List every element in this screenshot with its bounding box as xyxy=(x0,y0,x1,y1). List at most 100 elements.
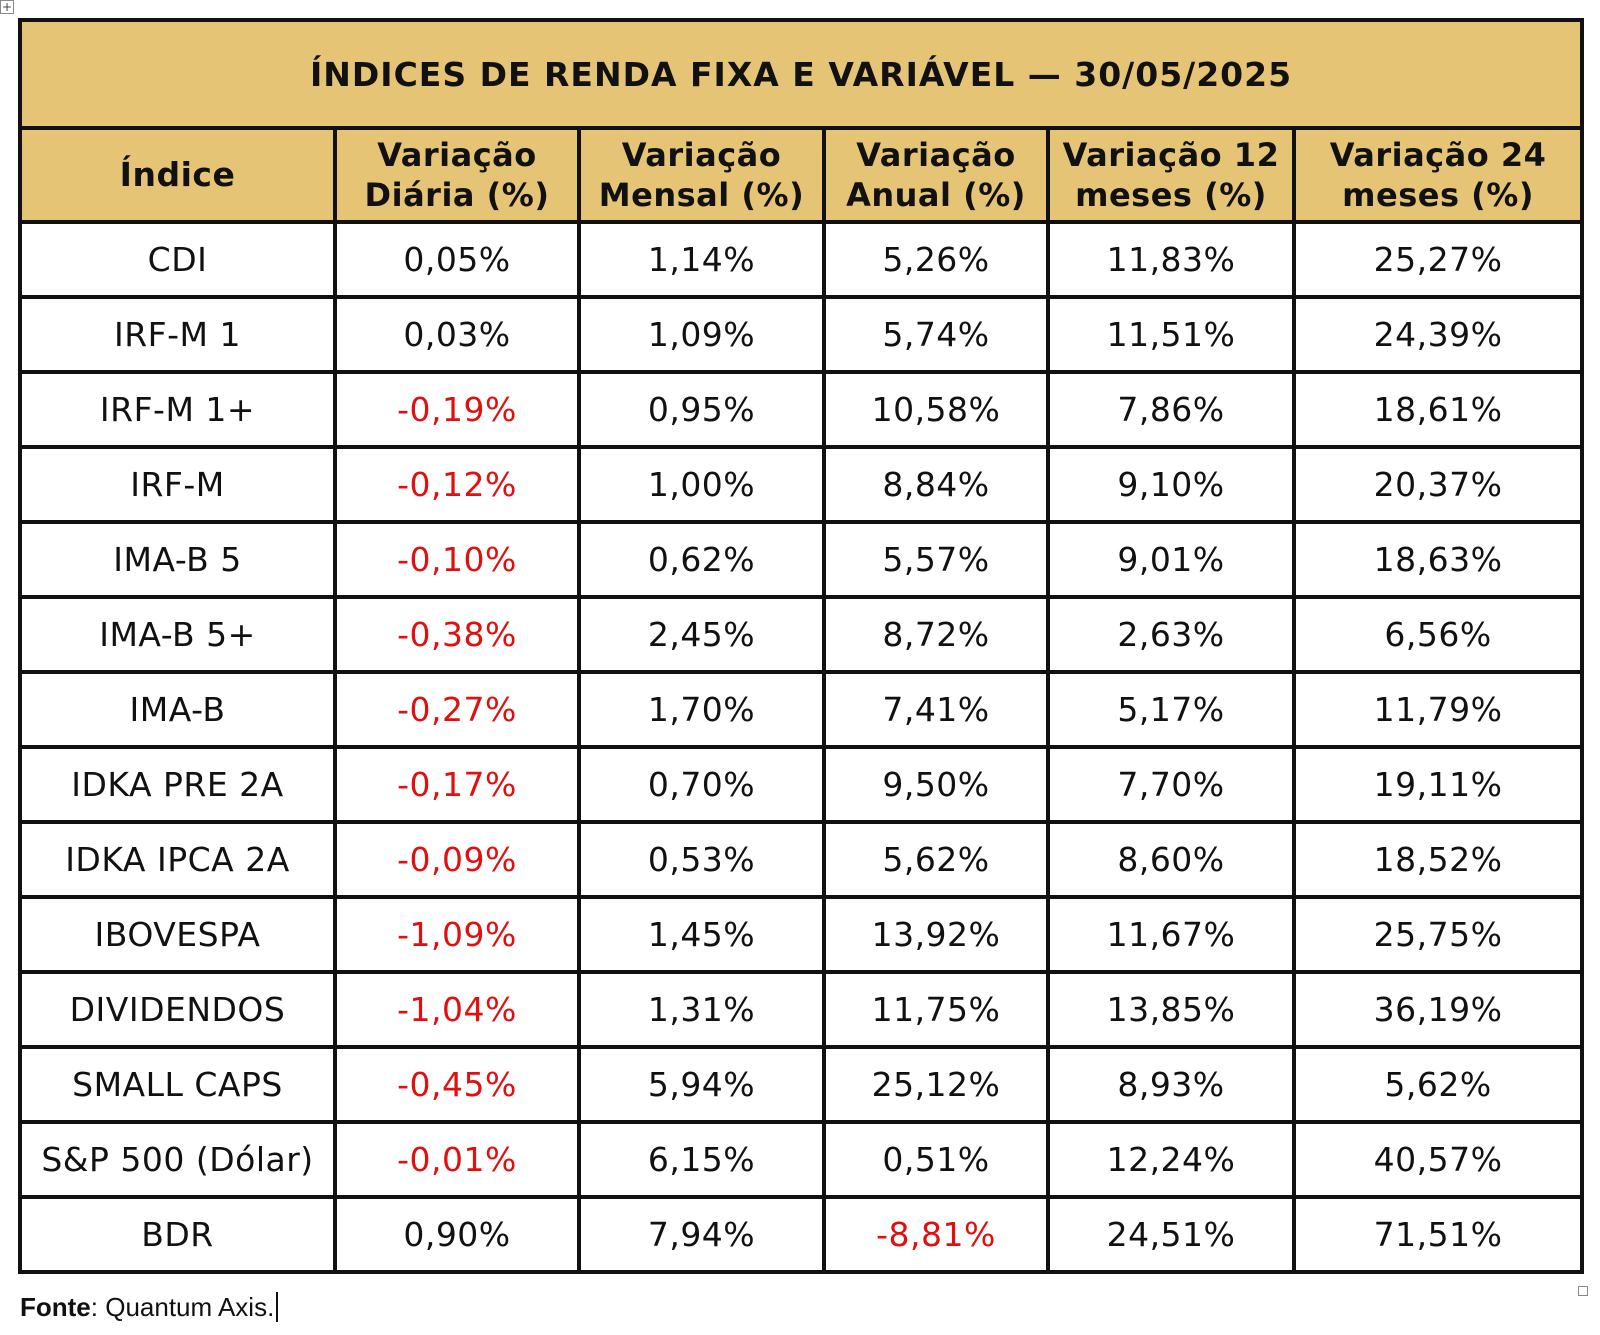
table-row: IMA-B -0,27% 1,70% 7,41% 5,17% 11,79% xyxy=(18,670,1585,749)
cell-variacao-24-meses: 6,56% xyxy=(1291,595,1585,674)
cell-indice: IBOVESPA xyxy=(18,895,337,974)
cell-variacao-12-meses: 8,60% xyxy=(1046,820,1296,899)
cell-variacao-mensal: 2,45% xyxy=(577,595,826,674)
cell-variacao-mensal: 1,14% xyxy=(577,220,826,299)
cell-indice: IDKA PRE 2A xyxy=(18,745,337,824)
cell-variacao-anual: 5,57% xyxy=(822,520,1050,599)
header-variacao-anual: Variação Anual (%) xyxy=(822,126,1050,224)
cell-variacao-12-meses: 5,17% xyxy=(1046,670,1296,749)
cell-variacao-diaria: -0,27% xyxy=(333,670,581,749)
cell-indice: BDR xyxy=(18,1195,337,1274)
cell-variacao-diaria: 0,05% xyxy=(333,220,581,299)
cell-variacao-12-meses: 7,70% xyxy=(1046,745,1296,824)
cell-variacao-diaria: -0,12% xyxy=(333,445,581,524)
cell-variacao-24-meses: 18,52% xyxy=(1291,820,1585,899)
cell-variacao-diaria: -0,10% xyxy=(333,520,581,599)
cell-indice: DIVIDENDOS xyxy=(18,970,337,1049)
table-row: DIVIDENDOS -1,04% 1,31% 11,75% 13,85% 36,19% xyxy=(18,970,1585,1049)
cell-variacao-anual: 8,72% xyxy=(822,595,1050,674)
header-line-2: Anual (%) xyxy=(846,176,1026,214)
header-variacao-24-meses: Variação 24 meses (%) xyxy=(1291,126,1585,224)
table-row: IDKA IPCA 2A -0,09% 0,53% 5,62% 8,60% 18,52% xyxy=(18,820,1585,899)
cell-indice: IRF-M xyxy=(18,445,337,524)
header-line-1: Variação xyxy=(377,136,537,174)
cell-indice: SMALL CAPS xyxy=(18,1045,337,1124)
cell-variacao-24-meses: 24,39% xyxy=(1291,295,1585,374)
cell-variacao-diaria: -1,09% xyxy=(333,895,581,974)
cell-variacao-24-meses: 18,61% xyxy=(1291,370,1585,449)
cell-variacao-mensal: 0,95% xyxy=(577,370,826,449)
table-resize-handle-icon[interactable] xyxy=(1578,1286,1588,1296)
cell-variacao-diaria: 0,03% xyxy=(333,295,581,374)
cell-variacao-diaria: -0,38% xyxy=(333,595,581,674)
cell-variacao-24-meses: 18,63% xyxy=(1291,520,1585,599)
cell-indice: IDKA IPCA 2A xyxy=(18,820,337,899)
cell-variacao-mensal: 1,09% xyxy=(577,295,826,374)
header-variacao-diaria: Variação Diária (%) xyxy=(333,126,581,224)
header-variacao-mensal: Variação Mensal (%) xyxy=(577,126,826,224)
header-variacao-12-meses: Variação 12 meses (%) xyxy=(1046,126,1296,224)
cell-variacao-12-meses: 9,10% xyxy=(1046,445,1296,524)
header-line-1: Variação 12 xyxy=(1062,136,1280,174)
header-line-1: Variação xyxy=(621,136,782,174)
table-move-handle-icon[interactable]: + xyxy=(0,0,14,14)
header-line-1: Variação 24 xyxy=(1329,136,1547,174)
cell-variacao-24-meses: 40,57% xyxy=(1291,1120,1585,1199)
cell-variacao-diaria: -0,17% xyxy=(333,745,581,824)
indices-table: ÍNDICES DE RENDA FIXA E VARIÁVEL — 30/05… xyxy=(17,18,1585,1274)
cell-variacao-12-meses: 11,83% xyxy=(1046,220,1296,299)
cell-variacao-24-meses: 11,79% xyxy=(1291,670,1585,749)
cell-variacao-diaria: -0,45% xyxy=(333,1045,581,1124)
cell-indice: IMA-B xyxy=(18,670,337,749)
cell-variacao-12-meses: 12,24% xyxy=(1046,1120,1296,1199)
cell-variacao-12-meses: 24,51% xyxy=(1046,1195,1296,1274)
cell-variacao-diaria: -0,19% xyxy=(333,370,581,449)
cell-variacao-mensal: 7,94% xyxy=(577,1195,826,1274)
source-note: Fonte: Quantum Axis. xyxy=(20,1292,279,1323)
table-row: IRF-M 1 0,03% 1,09% 5,74% 11,51% 24,39% xyxy=(18,295,1585,374)
cell-variacao-anual: 5,26% xyxy=(822,220,1050,299)
table-row: BDR 0,90% 7,94% -8,81% 24,51% 71,51% xyxy=(18,1195,1585,1274)
header-line-2: Mensal (%) xyxy=(598,176,805,214)
table-title: ÍNDICES DE RENDA FIXA E VARIÁVEL — 30/05… xyxy=(17,18,1585,130)
cell-indice: CDI xyxy=(18,220,337,299)
header-line-1: Variação xyxy=(856,136,1016,174)
cell-variacao-anual: 8,84% xyxy=(822,445,1050,524)
cell-variacao-anual: 10,58% xyxy=(822,370,1050,449)
cell-indice: S&P 500 (Dólar) xyxy=(18,1120,337,1199)
cell-variacao-diaria: -0,09% xyxy=(333,820,581,899)
cell-variacao-anual: 7,41% xyxy=(822,670,1050,749)
table-row: IMA-B 5+ -0,38% 2,45% 8,72% 2,63% 6,56% xyxy=(18,595,1585,674)
cell-variacao-anual: 13,92% xyxy=(822,895,1050,974)
cell-variacao-12-meses: 9,01% xyxy=(1046,520,1296,599)
cell-indice: IRF-M 1+ xyxy=(18,370,337,449)
cell-variacao-anual: 25,12% xyxy=(822,1045,1050,1124)
cell-variacao-diaria: -1,04% xyxy=(333,970,581,1049)
header-indice: Índice xyxy=(18,126,337,224)
table-row: IBOVESPA -1,09% 1,45% 13,92% 11,67% 25,75% xyxy=(18,895,1585,974)
header-line-2: Diária (%) xyxy=(364,176,550,214)
table-row: IRF-M -0,12% 1,00% 8,84% 9,10% 20,37% xyxy=(18,445,1585,524)
cell-variacao-mensal: 1,70% xyxy=(577,670,826,749)
cell-variacao-mensal: 6,15% xyxy=(577,1120,826,1199)
header-line-2: meses (%) xyxy=(1342,176,1534,214)
cell-variacao-24-meses: 5,62% xyxy=(1291,1045,1585,1124)
cell-variacao-12-meses: 2,63% xyxy=(1046,595,1296,674)
cell-indice: IMA-B 5+ xyxy=(18,595,337,674)
cell-variacao-12-meses: 7,86% xyxy=(1046,370,1296,449)
source-label: Fonte xyxy=(20,1292,91,1322)
header-row: Índice Variação Diária (%) Variação Mens… xyxy=(18,126,1585,224)
table-row: SMALL CAPS -0,45% 5,94% 25,12% 8,93% 5,62% xyxy=(18,1045,1585,1124)
table-row: IRF-M 1+ -0,19% 0,95% 10,58% 7,86% 18,61% xyxy=(18,370,1585,449)
cell-variacao-diaria: 0,90% xyxy=(333,1195,581,1274)
cell-variacao-anual: 9,50% xyxy=(822,745,1050,824)
source-value: Quantum Axis. xyxy=(98,1292,275,1322)
cell-variacao-mensal: 0,53% xyxy=(577,820,826,899)
cell-variacao-12-meses: 11,51% xyxy=(1046,295,1296,374)
cell-variacao-anual: -8,81% xyxy=(822,1195,1050,1274)
table-row: S&P 500 (Dólar) -0,01% 6,15% 0,51% 12,24% 40,… xyxy=(18,1120,1585,1199)
cell-variacao-anual: 11,75% xyxy=(822,970,1050,1049)
cell-variacao-12-meses: 13,85% xyxy=(1046,970,1296,1049)
cell-variacao-24-meses: 71,51% xyxy=(1291,1195,1585,1274)
cell-variacao-mensal: 0,70% xyxy=(577,745,826,824)
